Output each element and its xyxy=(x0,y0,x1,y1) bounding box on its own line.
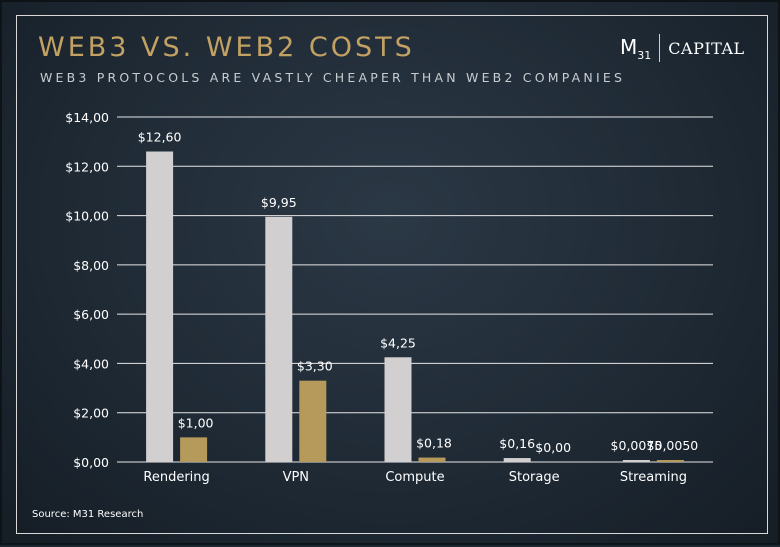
x-tick-label: VPN xyxy=(283,470,309,485)
logo-divider xyxy=(659,34,661,62)
data-label: $12,60 xyxy=(138,130,182,145)
x-tick-label: Storage xyxy=(509,470,560,485)
logo-wordmark: CAPITAL xyxy=(668,38,745,58)
x-tick-label: Compute xyxy=(385,470,444,485)
logo-mark-number: 31 xyxy=(637,48,652,62)
data-label: $1,00 xyxy=(178,415,214,430)
data-label: $4,25 xyxy=(380,335,416,350)
logo-mark: M31 xyxy=(620,35,651,62)
bar-web3 xyxy=(656,460,684,462)
inner-border xyxy=(16,15,768,534)
data-label: $9,95 xyxy=(261,195,297,210)
logo-mark-letter: M xyxy=(620,34,638,59)
x-tick-label: Rendering xyxy=(143,470,209,485)
bar-web2 xyxy=(146,151,174,462)
bar-web3 xyxy=(180,437,208,462)
y-tick-label: $4,00 xyxy=(73,356,109,371)
data-label: $0,00 xyxy=(535,440,571,455)
bar-web2 xyxy=(622,460,650,462)
chart-title: WEB3 VS. WEB2 COSTS xyxy=(38,32,415,63)
bar-web2 xyxy=(265,216,293,462)
y-tick-label: $12,00 xyxy=(65,159,109,174)
m31-capital-logo: M31 CAPITAL xyxy=(620,33,745,63)
y-tick-label: $2,00 xyxy=(73,406,109,421)
y-tick-label: $14,00 xyxy=(65,110,109,125)
data-label: $0,0050 xyxy=(647,438,699,453)
bar-web2 xyxy=(384,357,412,462)
chart-subtitle: WEB3 PROTOCOLS ARE VASTLY CHEAPER THAN W… xyxy=(40,70,626,85)
data-label: $0,16 xyxy=(499,436,535,451)
bar-web3 xyxy=(299,380,327,462)
y-tick-label: $0,00 xyxy=(73,455,109,470)
bar-web3 xyxy=(418,457,446,462)
data-label: $3,30 xyxy=(297,359,333,374)
y-tick-label: $10,00 xyxy=(65,209,109,224)
data-label: $0,0075 xyxy=(611,438,663,453)
x-tick-label: Streaming xyxy=(620,470,687,485)
data-label: $0,18 xyxy=(416,436,452,451)
bar-web2 xyxy=(503,458,531,462)
y-tick-label: $6,00 xyxy=(73,307,109,322)
source-note: Source: M31 Research xyxy=(32,509,144,520)
y-tick-label: $8,00 xyxy=(73,258,109,273)
